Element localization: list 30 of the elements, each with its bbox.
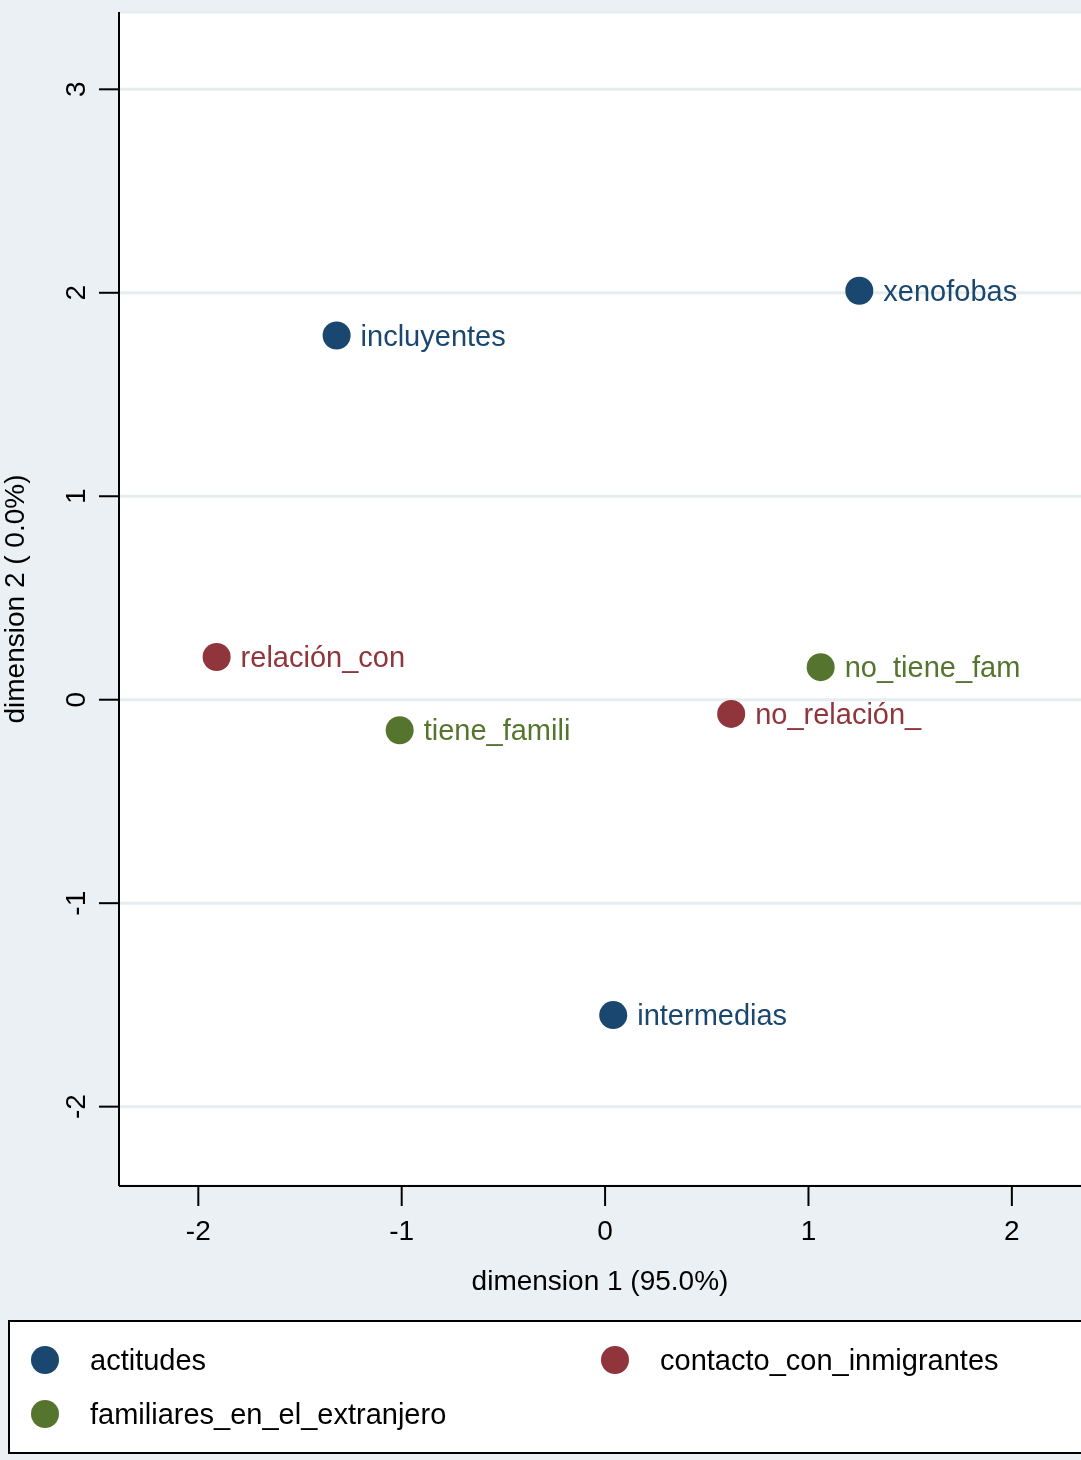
x-tick-label: -2	[185, 1214, 211, 1246]
y-tick-label: 2	[60, 284, 91, 301]
point	[385, 716, 414, 745]
point	[845, 276, 874, 305]
point	[202, 642, 231, 671]
data-label: xenofobas	[883, 274, 1018, 307]
data-label: relación_con	[240, 640, 406, 673]
data-label: intermedias	[637, 999, 788, 1032]
point	[806, 653, 835, 682]
y-tick-label: -2	[60, 1094, 91, 1120]
x-tick-label: 2	[1004, 1214, 1020, 1246]
point	[717, 699, 746, 728]
data-label: no_tiene_fam	[844, 651, 1021, 684]
data-label: no_relación_	[755, 697, 923, 730]
data-label: tiene_famili	[423, 714, 571, 747]
x-axis-title: dimension 1 (95.0%)	[471, 1265, 729, 1296]
y-axis-title: dimension 2 ( 0.0%)	[0, 474, 30, 724]
y-tick-label: 0	[60, 691, 91, 708]
x-tick-label: -1	[389, 1214, 415, 1246]
legend-label: familiares_en_el_extranjero	[90, 1397, 447, 1431]
point	[599, 1001, 628, 1030]
data-label: incluyentes	[360, 319, 506, 352]
legend-label: contacto_con_inmigrantes	[660, 1343, 999, 1377]
x-tick-label: 1	[800, 1214, 817, 1246]
x-tick-label: 0	[597, 1214, 613, 1246]
y-tick-label: 3	[60, 81, 91, 98]
y-tick-label: 1	[60, 488, 91, 505]
legend-label: actitudes	[90, 1343, 207, 1377]
point	[322, 321, 351, 350]
y-tick-label: -1	[60, 890, 91, 916]
